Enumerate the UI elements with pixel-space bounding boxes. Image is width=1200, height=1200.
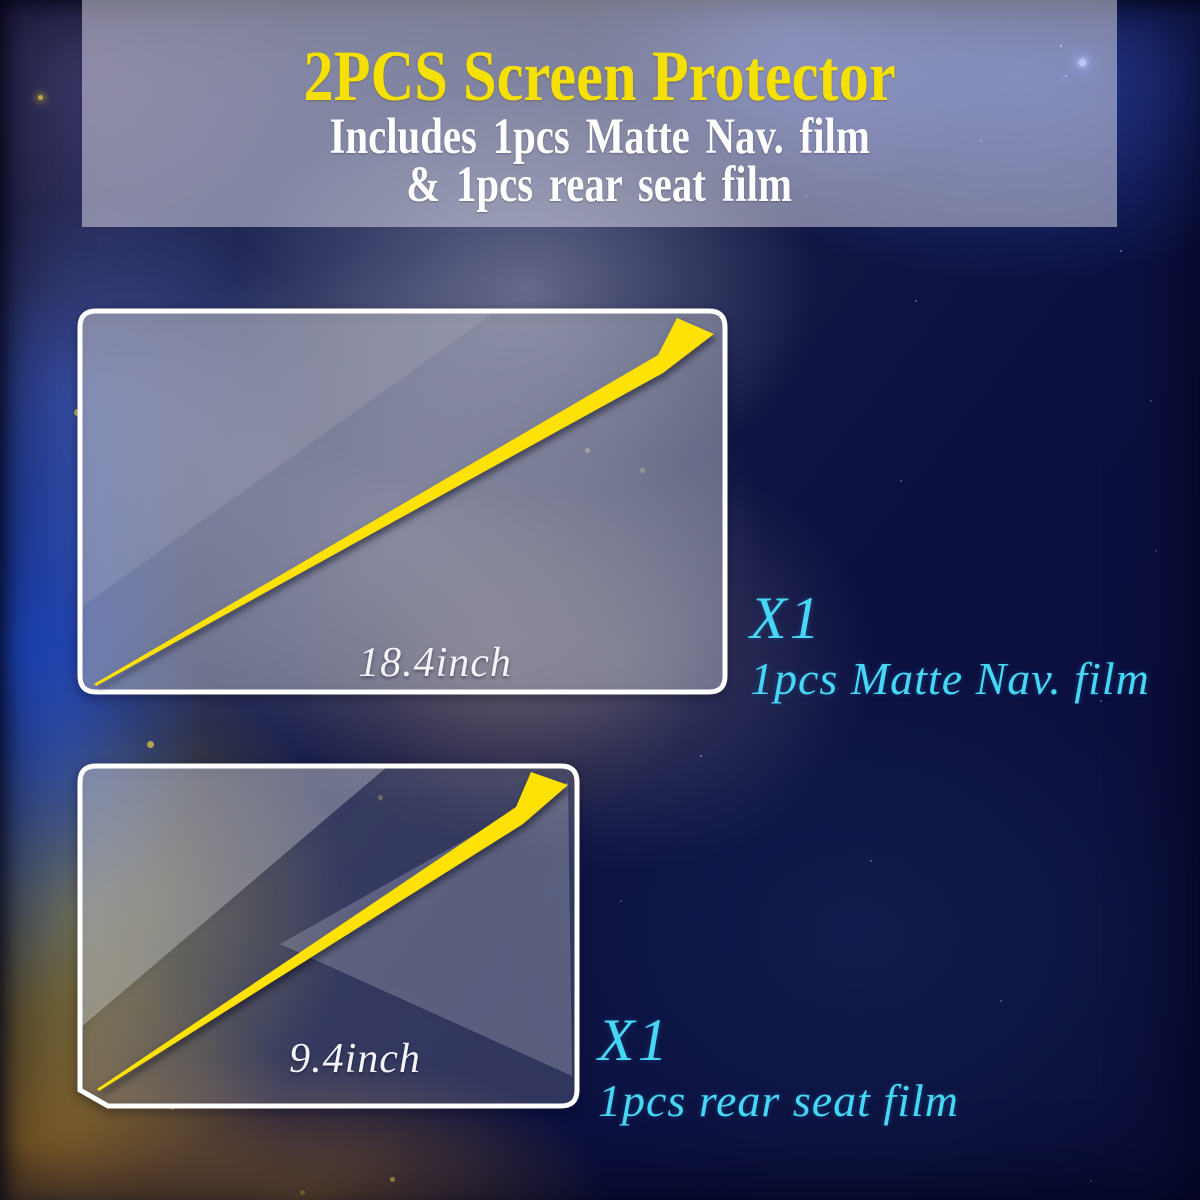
rear-film-desc: 1pcs rear seat film	[598, 1075, 959, 1126]
nav-film-illustration	[77, 308, 728, 695]
star-dots-yellow	[38, 95, 43, 100]
rear-film-qty: X1	[598, 1007, 671, 1073]
rear-film-size-label: 9.4inch	[289, 1036, 421, 1082]
banner-subtitle-line1: Includes 1pcs Matte Nav. film	[329, 109, 870, 165]
rear-film-illustration	[77, 763, 580, 1109]
banner-subtitle-line2: & 1pcs rear seat film	[406, 157, 793, 214]
film-sheen	[80, 766, 388, 1028]
banner-title: 2PCS Screen Protector	[303, 36, 896, 116]
rear-film-caption: X1 1pcs rear seat film	[598, 1010, 959, 1124]
nav-film-size-label: 18.4inch	[358, 640, 512, 686]
film-outline	[77, 308, 728, 695]
nav-film-desc: 1pcs Matte Nav. film	[750, 653, 1150, 704]
film-sheen	[80, 311, 496, 608]
diagonal-arrow-icon	[97, 772, 568, 1091]
header-banner: 2PCS Screen Protector Includes 1pcs Matt…	[82, 0, 1117, 227]
nav-film-qty: X1	[750, 585, 823, 651]
film-sheen	[280, 782, 572, 1076]
nav-film-caption: X1 1pcs Matte Nav. film	[750, 588, 1150, 702]
diagonal-arrow-icon	[94, 318, 714, 686]
